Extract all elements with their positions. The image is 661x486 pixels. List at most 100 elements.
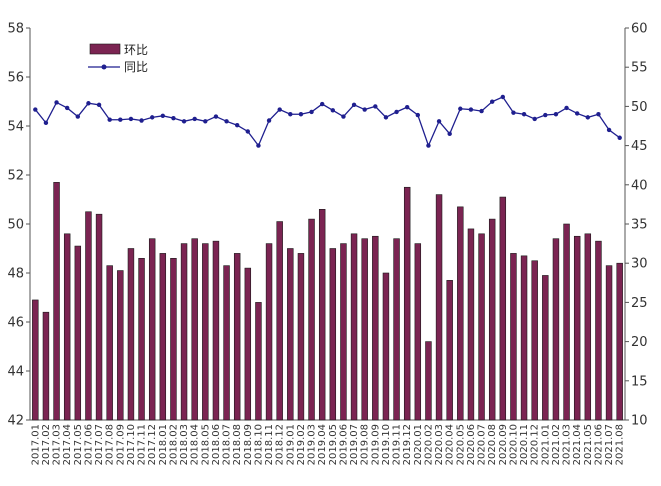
line-point	[468, 107, 474, 112]
line-point	[86, 101, 91, 106]
x-tick-label: 2019.09	[370, 424, 381, 465]
x-tick-label: 2020.03	[434, 424, 445, 465]
bar	[95, 213, 103, 421]
x-tick-label: 2017.11	[137, 424, 148, 465]
x-tick-label: 2021.04	[572, 424, 583, 465]
bar	[318, 209, 326, 421]
line-point	[266, 118, 272, 123]
right-tick-label: 50	[631, 100, 648, 115]
line-point	[521, 112, 527, 117]
bar-series	[32, 182, 623, 421]
bar	[106, 265, 113, 421]
right-tick-label: 45	[631, 139, 648, 154]
x-tick-label: 2018.05	[200, 424, 211, 465]
legend: 环比 同比	[88, 43, 148, 74]
x-tick-label: 2020.09	[498, 424, 509, 465]
bar	[255, 302, 262, 421]
x-tick-label: 2020.10	[508, 424, 519, 465]
x-tick-label: 2019.11	[392, 424, 403, 465]
line-point	[532, 116, 537, 122]
bar	[42, 311, 50, 421]
bar	[488, 218, 496, 421]
bar	[138, 257, 145, 421]
line-point	[436, 119, 442, 124]
x-tick-label: 2018.03	[179, 424, 190, 465]
x-tick-label: 2021.08	[615, 424, 626, 465]
line-point	[383, 115, 389, 120]
x-tick-label: 2017.01	[30, 424, 41, 465]
x-tick-label: 2019.03	[307, 424, 318, 465]
line-point	[585, 115, 591, 120]
x-tick-label: 2018.07	[222, 424, 233, 465]
x-tick-label: 2017.07	[94, 424, 105, 465]
x-tick-label: 2019.01	[285, 424, 296, 465]
bar	[63, 233, 71, 421]
line-path	[34, 96, 621, 148]
line-point	[54, 100, 59, 105]
x-tick-label: 2020.02	[423, 424, 434, 465]
bar	[233, 253, 241, 421]
right-tick-label: 35	[631, 218, 648, 233]
bar	[202, 243, 209, 421]
x-tick-label: 2021.07	[604, 424, 615, 465]
right-tick-label: 25	[631, 296, 648, 311]
bar	[478, 233, 485, 421]
line-point	[309, 109, 314, 115]
line-point	[224, 119, 229, 124]
x-tick-label: 2017.03	[52, 424, 63, 465]
line-point	[149, 115, 155, 120]
bar	[329, 248, 337, 421]
axes: 42 44 46 48 50 52 54 56 58 10 15 20 25 30 35 40 45 50 55 60	[7, 22, 647, 429]
bar	[531, 260, 538, 421]
bar	[223, 265, 230, 421]
legend-bar-label: 环比	[124, 43, 148, 57]
x-tick-label: 2020.12	[530, 424, 541, 465]
bar	[616, 262, 623, 421]
x-tick-label: 2020.05	[455, 424, 466, 465]
bar	[287, 248, 294, 421]
line-point	[234, 123, 240, 128]
line-point	[181, 119, 187, 124]
legend-line-label: 同比	[124, 60, 148, 74]
line-point	[171, 115, 176, 121]
x-tick-label: 2019.05	[328, 424, 339, 465]
bar	[127, 248, 135, 421]
bar	[276, 221, 283, 421]
x-tick-label: 2018.08	[232, 424, 243, 465]
right-tick-label: 30	[631, 257, 648, 272]
bar	[159, 253, 167, 421]
x-tick-label: 2021.02	[551, 424, 562, 465]
left-tick-label: 44	[7, 365, 24, 380]
line-point	[64, 105, 70, 111]
line-series	[33, 94, 622, 148]
bar	[85, 211, 92, 421]
bar	[510, 253, 517, 421]
bar	[32, 299, 39, 421]
bar	[542, 275, 549, 421]
x-tick-label: 2018.04	[190, 424, 201, 465]
bar	[265, 243, 273, 421]
bar	[520, 255, 528, 421]
bar	[393, 238, 400, 421]
x-tick-label: 2019.08	[360, 424, 371, 465]
line-point	[564, 105, 569, 111]
bar	[595, 240, 602, 421]
x-tick-labels: 2017.01 2017.02 2017.03 2017.04 2017.05 2017.…	[30, 424, 625, 465]
bar	[457, 206, 464, 421]
bar	[552, 238, 560, 421]
line-point	[213, 114, 219, 119]
bar	[74, 245, 82, 421]
line-point	[277, 107, 282, 112]
x-tick-label: 2019.12	[402, 424, 413, 465]
line-point	[362, 107, 367, 112]
bar	[372, 235, 379, 421]
x-tick-label: 2019.04	[317, 424, 328, 465]
left-tick-label: 58	[7, 22, 24, 37]
line-point	[33, 107, 38, 112]
x-tick-label: 2019.06	[338, 424, 349, 465]
line-point	[96, 102, 102, 108]
bar	[382, 272, 390, 421]
bar	[414, 243, 422, 421]
line-point	[107, 117, 112, 122]
